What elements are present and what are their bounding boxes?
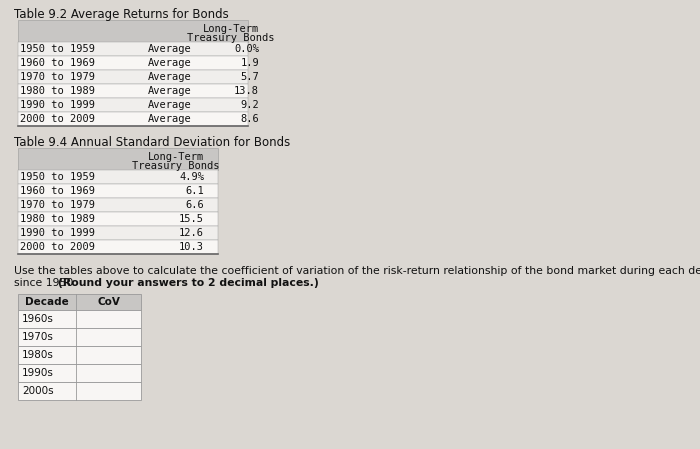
Text: 2000 to 2009: 2000 to 2009 <box>20 242 95 252</box>
Bar <box>18 226 218 240</box>
Text: 9.2: 9.2 <box>240 100 259 110</box>
Bar <box>18 56 248 70</box>
Text: Average: Average <box>148 114 192 124</box>
Text: Use the tables above to calculate the coefficient of variation of the risk-retur: Use the tables above to calculate the co… <box>14 266 700 276</box>
Bar <box>18 328 141 346</box>
Text: 1990s: 1990s <box>22 368 54 378</box>
Text: 2000s: 2000s <box>22 386 54 396</box>
Text: 1990 to 1999: 1990 to 1999 <box>20 228 95 238</box>
Text: 1950 to 1959: 1950 to 1959 <box>20 172 95 182</box>
Text: 1970 to 1979: 1970 to 1979 <box>20 200 95 210</box>
Text: Table 9.4 Annual Standard Deviation for Bonds: Table 9.4 Annual Standard Deviation for … <box>14 136 290 149</box>
Text: CoV: CoV <box>97 297 120 307</box>
Text: 5.7: 5.7 <box>240 72 259 82</box>
Bar <box>18 20 248 42</box>
Bar <box>18 198 218 212</box>
Bar <box>18 364 141 382</box>
Bar <box>18 212 218 226</box>
Bar <box>18 148 218 170</box>
Bar <box>18 112 248 126</box>
Text: Long-Term: Long-Term <box>203 24 259 34</box>
Text: Average: Average <box>148 100 192 110</box>
Text: 6.6: 6.6 <box>186 200 204 210</box>
Bar <box>18 70 248 84</box>
Text: 1960 to 1969: 1960 to 1969 <box>20 186 95 196</box>
Text: 1980s: 1980s <box>22 350 54 360</box>
Text: Treasury Bonds: Treasury Bonds <box>132 161 220 171</box>
Text: 2000 to 2009: 2000 to 2009 <box>20 114 95 124</box>
Text: 4.9%: 4.9% <box>179 172 204 182</box>
Text: Decade: Decade <box>25 297 69 307</box>
Bar <box>18 84 248 98</box>
Bar <box>18 184 218 198</box>
Text: 12.6: 12.6 <box>179 228 204 238</box>
Text: 1970 to 1979: 1970 to 1979 <box>20 72 95 82</box>
Bar <box>18 42 248 56</box>
Text: 1990 to 1999: 1990 to 1999 <box>20 100 95 110</box>
Text: 6.1: 6.1 <box>186 186 204 196</box>
Bar <box>18 382 141 400</box>
Text: Average: Average <box>148 72 192 82</box>
Text: Table 9.2 Average Returns for Bonds: Table 9.2 Average Returns for Bonds <box>14 8 229 21</box>
Text: Average: Average <box>148 86 192 96</box>
Bar <box>18 310 141 328</box>
Text: 8.6: 8.6 <box>240 114 259 124</box>
Bar <box>18 346 141 364</box>
Text: 0.0%: 0.0% <box>234 44 259 54</box>
Bar <box>18 294 141 310</box>
Text: 1980 to 1989: 1980 to 1989 <box>20 214 95 224</box>
Text: 15.5: 15.5 <box>179 214 204 224</box>
Text: (Round your answers to 2 decimal places.): (Round your answers to 2 decimal places.… <box>58 278 318 288</box>
Bar <box>18 170 218 184</box>
Text: 1970s: 1970s <box>22 332 54 342</box>
Text: 1980 to 1989: 1980 to 1989 <box>20 86 95 96</box>
Text: 1960 to 1969: 1960 to 1969 <box>20 58 95 68</box>
Bar <box>18 98 248 112</box>
Text: Long-Term: Long-Term <box>148 152 204 162</box>
Text: 1.9: 1.9 <box>240 58 259 68</box>
Text: Treasury Bonds: Treasury Bonds <box>188 33 274 43</box>
Text: since 1950.: since 1950. <box>14 278 80 288</box>
Text: 10.3: 10.3 <box>179 242 204 252</box>
Text: 13.8: 13.8 <box>234 86 259 96</box>
Text: Average: Average <box>148 44 192 54</box>
Text: 1960s: 1960s <box>22 314 54 324</box>
Text: 1950 to 1959: 1950 to 1959 <box>20 44 95 54</box>
Text: Average: Average <box>148 58 192 68</box>
Bar <box>18 240 218 254</box>
